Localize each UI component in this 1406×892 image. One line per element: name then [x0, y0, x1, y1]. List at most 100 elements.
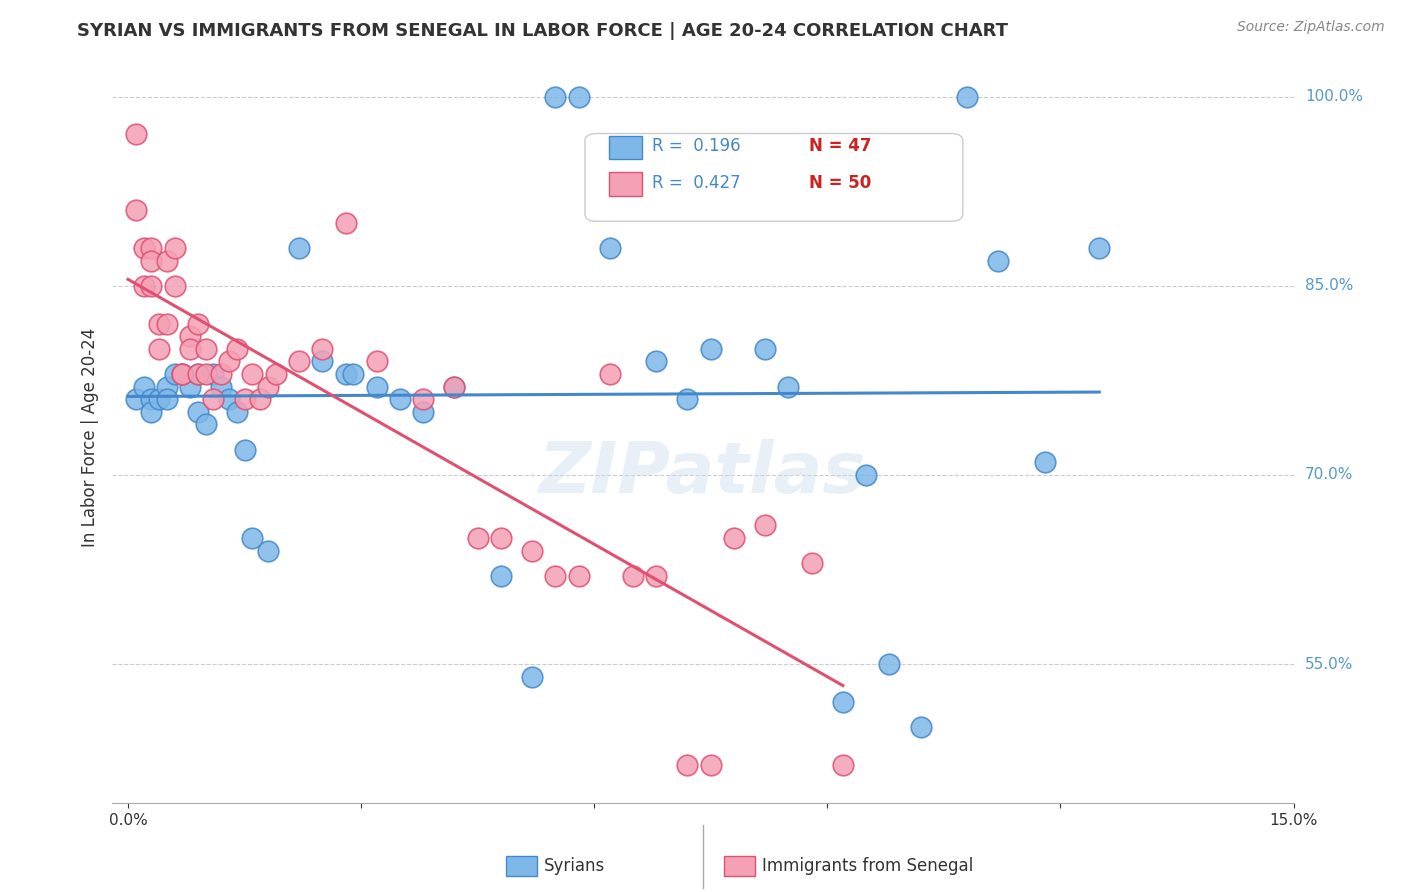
Point [520, 670, 543, 684]
Point [209, 367, 232, 381]
Point [1088, 241, 1111, 255]
Text: N = 50: N = 50 [810, 174, 872, 193]
Point [412, 405, 434, 419]
Point [249, 392, 271, 407]
Point [264, 367, 287, 381]
Point [240, 531, 263, 545]
Text: 55.0%: 55.0% [1305, 657, 1354, 672]
Point [987, 253, 1010, 268]
Text: Syrians: Syrians [544, 857, 606, 875]
Point [187, 367, 209, 381]
Point [179, 342, 201, 356]
Text: 85.0%: 85.0% [1305, 278, 1354, 293]
Point [311, 342, 333, 356]
Point [218, 392, 240, 407]
Point [800, 556, 823, 570]
Point [342, 367, 364, 381]
Point [141, 278, 163, 293]
Point [1033, 455, 1056, 469]
Point [148, 342, 170, 356]
Text: Immigrants from Senegal: Immigrants from Senegal [762, 857, 973, 875]
Text: Source: ZipAtlas.com: Source: ZipAtlas.com [1237, 20, 1385, 34]
Point [467, 531, 489, 545]
Point [141, 253, 163, 268]
Point [233, 442, 256, 457]
Point [855, 467, 877, 482]
Point [443, 379, 465, 393]
Point [194, 342, 217, 356]
Point [778, 379, 800, 393]
Point [443, 379, 465, 393]
Text: R =  0.427: R = 0.427 [652, 174, 741, 193]
Point [156, 253, 179, 268]
Point [187, 367, 209, 381]
Point [148, 392, 170, 407]
Point [335, 367, 357, 381]
Point [754, 342, 776, 356]
Point [225, 342, 247, 356]
Point [209, 379, 232, 393]
Point [257, 379, 280, 393]
Point [388, 392, 411, 407]
Point [366, 354, 388, 368]
Point [544, 89, 567, 103]
Point [194, 367, 217, 381]
Point [412, 392, 434, 407]
Point [141, 241, 163, 255]
Point [288, 241, 311, 255]
Point [723, 531, 745, 545]
FancyBboxPatch shape [609, 136, 641, 159]
Point [218, 354, 240, 368]
Point [156, 392, 179, 407]
Point [187, 317, 209, 331]
Point [132, 278, 155, 293]
Point [172, 367, 194, 381]
Text: 70.0%: 70.0% [1305, 467, 1354, 483]
Point [156, 317, 179, 331]
Point [179, 329, 201, 343]
Point [132, 241, 155, 255]
Point [187, 405, 209, 419]
Point [156, 379, 179, 393]
Point [700, 758, 723, 772]
Point [676, 758, 699, 772]
Point [676, 392, 699, 407]
Point [568, 569, 591, 583]
Point [599, 367, 621, 381]
Point [172, 367, 194, 381]
Text: N = 47: N = 47 [810, 137, 872, 155]
Point [645, 354, 668, 368]
Point [125, 203, 148, 218]
Point [194, 417, 217, 432]
Point [172, 367, 194, 381]
Point [163, 241, 186, 255]
Text: R =  0.196: R = 0.196 [652, 137, 741, 155]
Point [202, 392, 225, 407]
Point [879, 657, 901, 671]
FancyBboxPatch shape [609, 172, 641, 195]
Point [125, 128, 148, 142]
Point [621, 203, 644, 218]
Text: ZIPatlas: ZIPatlas [540, 439, 866, 508]
Point [489, 531, 512, 545]
Point [544, 569, 567, 583]
Point [700, 342, 723, 356]
Text: SYRIAN VS IMMIGRANTS FROM SENEGAL IN LABOR FORCE | AGE 20-24 CORRELATION CHART: SYRIAN VS IMMIGRANTS FROM SENEGAL IN LAB… [77, 22, 1008, 40]
Point [141, 405, 163, 419]
Point [288, 354, 311, 368]
Point [163, 367, 186, 381]
Point [148, 317, 170, 331]
Point [520, 543, 543, 558]
Point [132, 379, 155, 393]
Point [621, 569, 644, 583]
Point [233, 392, 256, 407]
Point [831, 695, 853, 709]
Point [599, 241, 621, 255]
Point [125, 392, 148, 407]
Point [645, 569, 668, 583]
Point [568, 89, 591, 103]
Point [141, 392, 163, 407]
Point [366, 379, 388, 393]
Point [956, 89, 979, 103]
Point [311, 354, 333, 368]
